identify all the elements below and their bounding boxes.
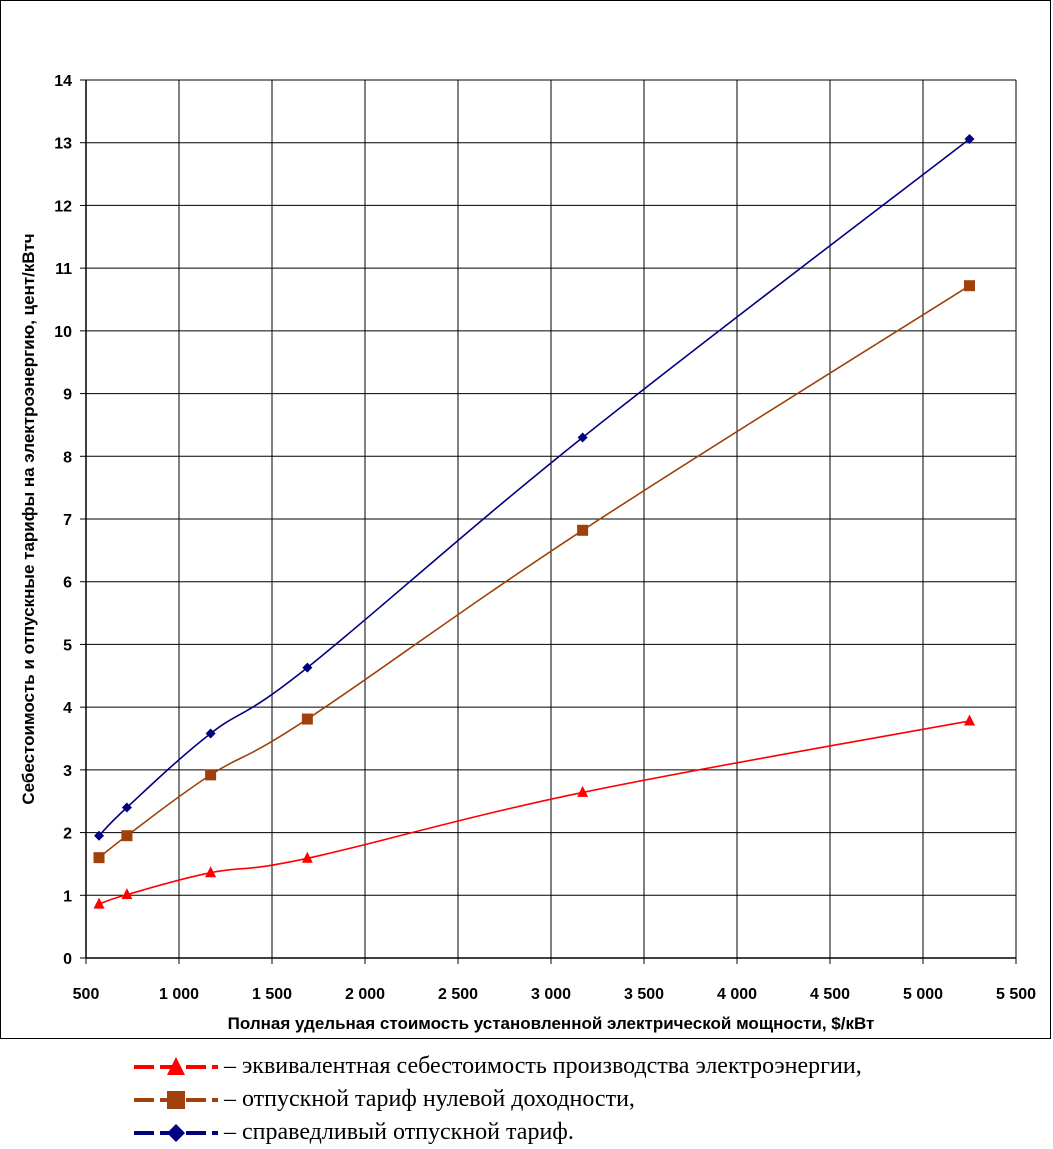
legend-label: – справедливый отпускной тариф. xyxy=(224,1119,574,1145)
series-square xyxy=(93,280,975,864)
legend-swatch-square xyxy=(134,1090,218,1109)
data-point-square xyxy=(121,830,133,842)
grid-lines xyxy=(80,79,1017,964)
y-tick-label: 6 xyxy=(63,575,72,592)
series-layer xyxy=(93,133,975,909)
y-tick-label: 5 xyxy=(63,637,72,654)
legend-item: – отпускной тариф нулевой доходности, xyxy=(132,1083,1032,1116)
data-point-diamond xyxy=(205,728,216,739)
data-point-triangle xyxy=(577,785,589,797)
y-tick-label: 3 xyxy=(63,763,72,780)
legend-label: – эквивалентная себестоимость производст… xyxy=(224,1053,862,1079)
data-point-diamond xyxy=(94,830,105,841)
data-point-diamond xyxy=(577,432,588,443)
series-line xyxy=(98,720,970,905)
legend-swatch-triangle xyxy=(134,1056,218,1075)
x-tick-label: 500 xyxy=(73,986,100,1003)
legend-item: – справедливый отпускной тариф. xyxy=(132,1116,1032,1149)
series-diamond xyxy=(94,133,975,841)
x-tick-label: 3 000 xyxy=(531,986,571,1003)
series-line xyxy=(98,285,970,859)
y-tick-label: 0 xyxy=(63,951,72,968)
y-tick-label: 14 xyxy=(54,73,72,90)
y-tick-label: 1 xyxy=(63,888,72,905)
x-tick-label: 5 500 xyxy=(996,986,1036,1003)
x-tick-label: 2 000 xyxy=(345,986,385,1003)
series-triangle xyxy=(93,714,975,909)
legend-item: – эквивалентная себестоимость производст… xyxy=(132,1050,1032,1083)
data-point-square xyxy=(93,852,105,864)
legend: – эквивалентная себестоимость производст… xyxy=(132,1050,1032,1149)
y-tick-label: 13 xyxy=(54,136,72,153)
x-tick-label: 4 000 xyxy=(717,986,757,1003)
data-point-square xyxy=(205,769,217,781)
data-point-triangle xyxy=(93,897,105,909)
x-tick-label: 2 500 xyxy=(438,986,478,1003)
x-tick-label: 3 500 xyxy=(624,986,664,1003)
x-tick-label: 5 000 xyxy=(903,986,943,1003)
series-line xyxy=(98,138,970,837)
x-tick-labels: 500 1 000 1 500 2 000 2 500 3 000 3 500 4 000 4 … xyxy=(73,986,1036,1003)
data-point-triangle xyxy=(301,851,313,863)
data-point-triangle xyxy=(167,1056,185,1075)
legend-label: – отпускной тариф нулевой доходности, xyxy=(224,1086,635,1112)
x-tick-label: 4 500 xyxy=(810,986,850,1003)
y-tick-label: 2 xyxy=(63,826,72,843)
data-point-triangle xyxy=(964,714,975,726)
data-point-diamond xyxy=(167,1123,185,1142)
data-point-square xyxy=(964,280,975,292)
x-tick-label: 1 500 xyxy=(252,986,292,1003)
y-tick-label: 11 xyxy=(55,261,72,278)
y-tick-label: 8 xyxy=(63,449,72,466)
line-chart: 500 1 000 1 500 2 000 2 500 3 000 3 500 4 000 4 … xyxy=(19,73,1036,1033)
data-point-diamond xyxy=(302,662,313,673)
data-point-triangle xyxy=(205,866,217,878)
data-point-triangle xyxy=(121,888,133,900)
legend-swatch-diamond xyxy=(134,1123,218,1142)
y-tick-label: 7 xyxy=(63,512,72,529)
y-axis-title: Себестоимость и отпускные тарифы на элек… xyxy=(19,233,38,804)
data-point-square xyxy=(301,713,313,725)
data-point-square xyxy=(577,524,589,536)
data-point-diamond xyxy=(121,802,132,813)
y-tick-label: 10 xyxy=(54,324,72,341)
x-tick-label: 1 000 xyxy=(159,986,199,1003)
y-tick-label: 12 xyxy=(54,198,72,215)
x-axis-title: Полная удельная стоимость установленной … xyxy=(228,1014,875,1033)
data-point-square xyxy=(167,1090,185,1109)
data-point-diamond xyxy=(964,133,975,144)
y-tick-label: 4 xyxy=(63,700,72,717)
y-tick-label: 9 xyxy=(63,387,72,404)
